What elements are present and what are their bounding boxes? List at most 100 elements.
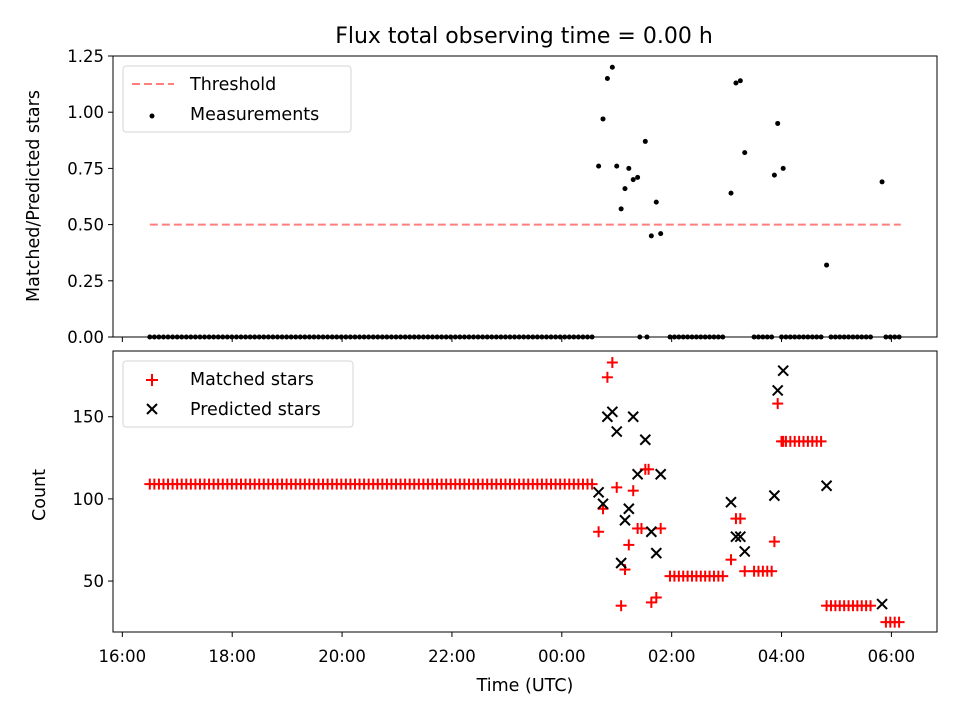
counts-plot-area — [144, 357, 905, 628]
predicted-star-point — [592, 486, 605, 499]
panel-ratio: 0.00 0.25 0.50 0.75 1.00 1.25 Matched/Predict… — [24, 47, 938, 347]
matched-star-point — [739, 565, 751, 577]
legend-measurements-label: Measurements — [190, 105, 319, 125]
predicted-star-point — [597, 498, 609, 510]
y-tick-label: 150 — [73, 408, 105, 427]
x-tick-label: 16:00 — [99, 647, 147, 666]
measurement-point — [600, 116, 606, 122]
predicted-star-point — [739, 545, 751, 558]
measurement-point — [635, 174, 641, 180]
matched-star-point — [611, 481, 623, 493]
predicted-star-point — [606, 406, 619, 418]
measurement-point — [626, 165, 632, 171]
measurement-point — [771, 172, 777, 178]
predicted-star-point — [619, 514, 631, 526]
predicted-star-point — [639, 434, 652, 446]
panel-counts: 50 100 150 16:00 18:00 20:00 22:00 00:00 02:00 0… — [30, 350, 938, 696]
y-tick-label: 0.75 — [67, 159, 104, 178]
matched-star-point — [635, 522, 647, 534]
ratio-axes-frame — [112, 55, 938, 338]
counts-y-axis-label: Count — [30, 469, 50, 521]
predicted-star-point — [820, 480, 833, 492]
predicted-star-point — [734, 530, 747, 543]
predicted-star-point — [730, 530, 742, 543]
matched-star-point — [627, 485, 639, 497]
predicted-star-point — [645, 526, 658, 538]
measurement-point — [737, 78, 743, 84]
measurement-point — [604, 75, 610, 81]
predicted-star-point — [650, 547, 662, 559]
x-tick-label: 20:00 — [318, 647, 366, 666]
measurement-point — [630, 177, 636, 183]
measurement-point — [618, 206, 624, 212]
measurement-point — [824, 262, 830, 268]
matched-star-point — [772, 398, 784, 410]
measurement-point — [622, 186, 628, 192]
y-tick-label: 0.25 — [67, 272, 104, 291]
ratio-y-ticks: 0.00 0.25 0.50 0.75 1.00 1.25 — [67, 47, 113, 347]
measurement-point — [775, 120, 781, 126]
matched-star-point — [645, 596, 657, 608]
predicted-star-point — [777, 365, 789, 377]
measurement-point — [733, 80, 739, 86]
matched-star-point — [777, 435, 789, 447]
matched-star-point — [643, 463, 655, 475]
x-tick-label: 04:00 — [758, 647, 806, 666]
y-tick-label: 1.25 — [67, 47, 104, 66]
matched-star-point — [650, 591, 662, 603]
measurement-point — [614, 163, 620, 169]
predicted-star-point — [654, 468, 667, 480]
y-tick-label: 0.00 — [67, 328, 104, 347]
predicted-star-point — [725, 496, 737, 508]
matched-star-point — [725, 554, 737, 566]
measurement-point — [780, 165, 786, 171]
measurement-point — [596, 163, 602, 169]
y-tick-label: 100 — [73, 490, 105, 509]
x-tick-label: 06:00 — [868, 647, 916, 666]
predicted-star-point — [627, 411, 639, 423]
predicted-star-point — [768, 489, 781, 502]
legend-predicted-swatch — [146, 403, 158, 415]
matched-star-point — [655, 522, 667, 534]
x-axis-label: Time (UTC) — [476, 676, 574, 696]
y-tick-label: 0.50 — [67, 216, 104, 235]
matched-star-point — [766, 565, 778, 577]
y-tick-label: 50 — [83, 572, 104, 591]
matched-star-point — [615, 600, 627, 612]
matched-star-point — [734, 513, 746, 525]
predicted-star-point — [615, 557, 627, 569]
matched-star-point — [815, 435, 827, 447]
legend-matched-label: Matched stars — [190, 370, 314, 390]
measurement-point — [728, 190, 734, 196]
matched-star-point — [606, 357, 618, 369]
counts-x-ticks: 16:00 18:00 20:00 22:00 00:00 02:00 04:00 06:00 — [99, 632, 916, 666]
matched-star-point — [768, 536, 780, 548]
matched-star-point — [601, 371, 613, 383]
measurement-point — [609, 64, 615, 70]
counts-axes-frame — [112, 350, 938, 633]
legend-measurements-swatch — [149, 113, 155, 119]
measurement-point — [653, 199, 659, 205]
x-tick-label: 00:00 — [538, 647, 586, 666]
counts-y-ticks: 50 100 150 — [73, 408, 113, 591]
measurement-point — [658, 231, 664, 237]
matched-star-point — [893, 616, 905, 628]
predicted-star-point — [623, 503, 635, 515]
matched-star-point — [865, 600, 877, 612]
ratio-legend: Threshold Measurements — [122, 65, 352, 133]
counts-legend: Matched stars Predicted stars — [122, 360, 354, 428]
measurement-point — [879, 179, 885, 185]
matched-star-point — [717, 570, 729, 582]
chart-title: Flux total observing time = 0.00 h — [335, 24, 713, 49]
matched-star-point — [586, 478, 598, 490]
measurement-point — [648, 233, 654, 239]
matched-star-point — [623, 539, 635, 551]
legend-predicted-label: Predicted stars — [190, 400, 321, 420]
predicted-star-point — [771, 384, 784, 397]
x-tick-label: 18:00 — [208, 647, 256, 666]
x-tick-label: 22:00 — [428, 647, 476, 666]
y-tick-label: 1.00 — [67, 103, 104, 122]
measurement-point — [642, 138, 648, 144]
ratio-x-ticks — [121, 337, 892, 342]
